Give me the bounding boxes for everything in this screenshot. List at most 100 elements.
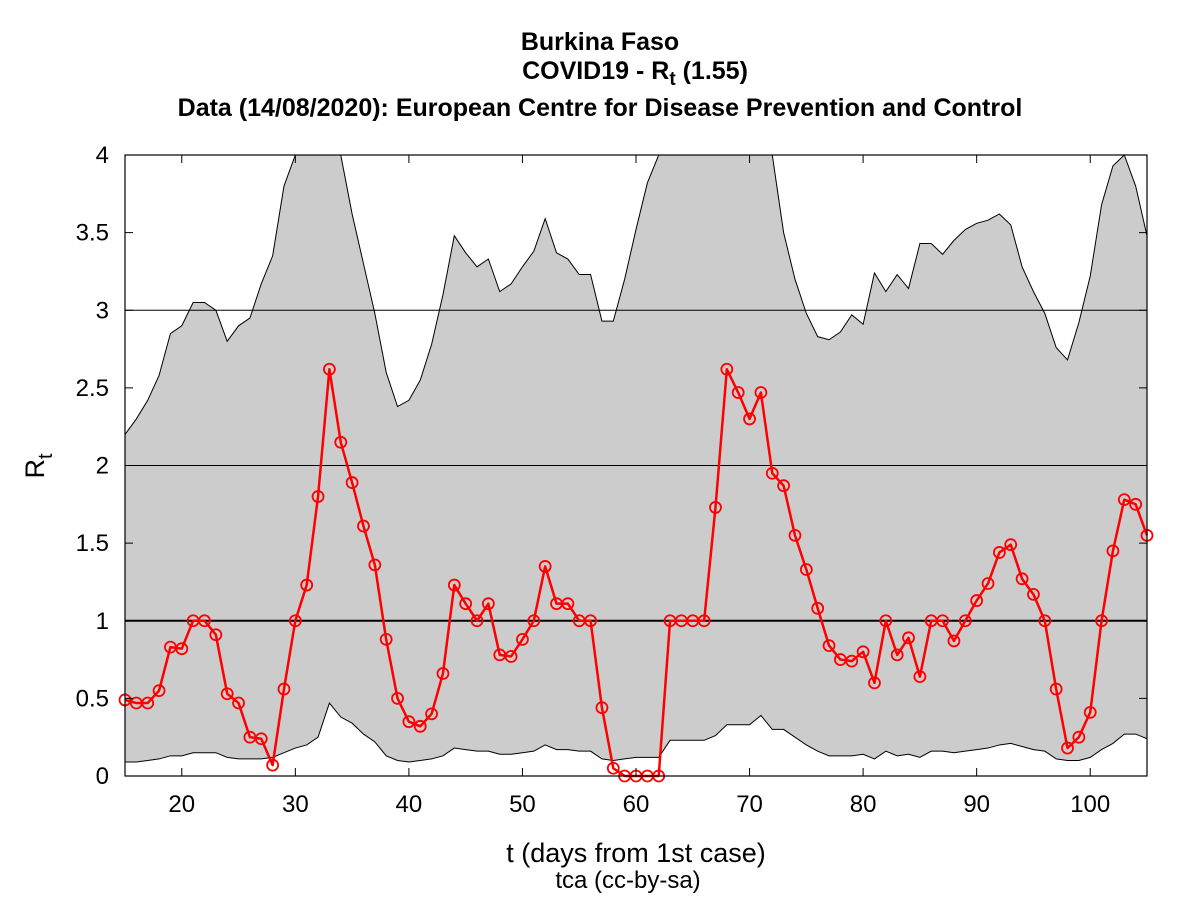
confidence-band — [125, 155, 1147, 763]
data-point — [516, 632, 529, 646]
x-tick-label: 30 — [282, 791, 309, 818]
data-point — [890, 648, 904, 662]
data-point — [1027, 587, 1040, 601]
data-point — [459, 597, 473, 611]
data-point — [697, 614, 711, 628]
y-tick-label: 4 — [96, 142, 109, 169]
data-point — [606, 761, 620, 775]
data-point — [1106, 544, 1120, 558]
data-point — [1061, 741, 1074, 755]
data-point — [345, 476, 359, 489]
data-point — [504, 650, 518, 663]
y-tick-label: 1 — [96, 608, 109, 635]
y-tick-label: 3 — [96, 297, 109, 324]
data-point — [357, 519, 370, 533]
data-point — [470, 614, 484, 628]
y-axis-label-subscript: t — [35, 453, 57, 459]
data-point — [992, 546, 1006, 559]
data-point — [811, 601, 825, 615]
data-point — [799, 563, 813, 576]
axis-layer — [124, 154, 1148, 777]
data-point — [379, 632, 393, 646]
data-point — [277, 682, 291, 696]
data-point — [1049, 682, 1063, 696]
data-point — [902, 631, 915, 645]
data-point — [788, 528, 802, 542]
x-tick-label: 50 — [509, 791, 536, 818]
data-point — [413, 719, 427, 733]
data-point — [868, 676, 881, 690]
series-layer — [118, 362, 1154, 783]
data-point — [970, 594, 984, 607]
chart-subtitle-prefix: COVID19 - R — [522, 57, 670, 85]
x-tick-label: 80 — [850, 791, 877, 818]
x-tick-label: 60 — [623, 791, 650, 818]
x-axis-label: t (days from 1st case) — [506, 838, 766, 868]
data-point — [322, 362, 336, 376]
data-point — [300, 578, 314, 592]
data-point — [584, 614, 597, 628]
y-tick-label: 2.5 — [76, 375, 109, 402]
chart-subtitle-subscript: t — [669, 69, 676, 90]
data-point — [879, 614, 893, 628]
data-point — [561, 597, 575, 611]
data-point — [436, 667, 450, 680]
chart-title-block: Burkina Faso COVID19 - Rt (1.55) Data (1… — [0, 28, 1200, 123]
confidence-band-layer — [124, 154, 1148, 763]
data-point — [936, 614, 949, 628]
data-point — [1038, 614, 1052, 628]
x-tick-label: 90 — [963, 791, 990, 818]
data-point — [334, 435, 348, 449]
x-tick-label: 40 — [396, 791, 423, 818]
data-point — [527, 614, 541, 628]
data-point — [731, 386, 745, 399]
data-point — [425, 707, 439, 721]
data-point — [743, 412, 756, 426]
y-tick-label: 0 — [96, 763, 109, 790]
data-point — [232, 696, 245, 710]
data-point — [709, 501, 722, 514]
tick-labels-layer: 20 30 40 50 60 70 80 90 100 0 0.5 1 1.5 2 2.5 3 3.5 4 — [76, 142, 1111, 818]
data-point — [368, 558, 382, 572]
data-point — [856, 645, 870, 659]
y-tick-label: 0.5 — [76, 685, 109, 712]
data-point — [447, 578, 461, 592]
data-point — [288, 614, 302, 628]
y-axis-label-main: R — [20, 459, 50, 479]
data-point — [765, 466, 779, 480]
x-tick-label: 70 — [736, 791, 763, 818]
chart-source-line: Data (14/08/2020): European Centre for D… — [177, 94, 1023, 122]
data-point — [141, 696, 155, 710]
chart-title: Burkina Faso — [520, 28, 680, 56]
data-point — [1083, 705, 1097, 719]
band-lower-edge — [125, 702, 1148, 763]
data-point — [822, 639, 836, 652]
data-point — [391, 691, 404, 705]
data-point — [1015, 572, 1029, 586]
data-point — [1072, 730, 1086, 744]
data-point — [152, 684, 166, 698]
data-point — [754, 386, 768, 399]
data-point — [198, 614, 211, 628]
data-point — [1117, 493, 1131, 507]
data-point — [209, 628, 223, 642]
data-point — [538, 560, 552, 573]
data-point — [311, 490, 325, 503]
chart-subtitle: COVID19 - Rt (1.55) — [70, 57, 1200, 94]
data-point — [913, 670, 927, 684]
y-tick-label: 3.5 — [76, 220, 109, 247]
data-point — [175, 642, 189, 656]
data-point — [845, 654, 859, 668]
data-point — [981, 577, 995, 590]
chart-subtitle-suffix: (1.55) — [675, 57, 748, 85]
data-point — [266, 758, 280, 772]
x-tick-label: 100 — [1070, 791, 1110, 818]
x-tick-label: 20 — [168, 791, 195, 818]
y-tick-label: 1.5 — [76, 530, 109, 557]
y-tick-label: 2 — [96, 453, 109, 480]
data-point — [481, 597, 495, 611]
data-point — [777, 479, 791, 493]
credit-label: tca (cc-by-sa) — [555, 867, 700, 894]
y-axis-label: Rt — [20, 453, 57, 479]
